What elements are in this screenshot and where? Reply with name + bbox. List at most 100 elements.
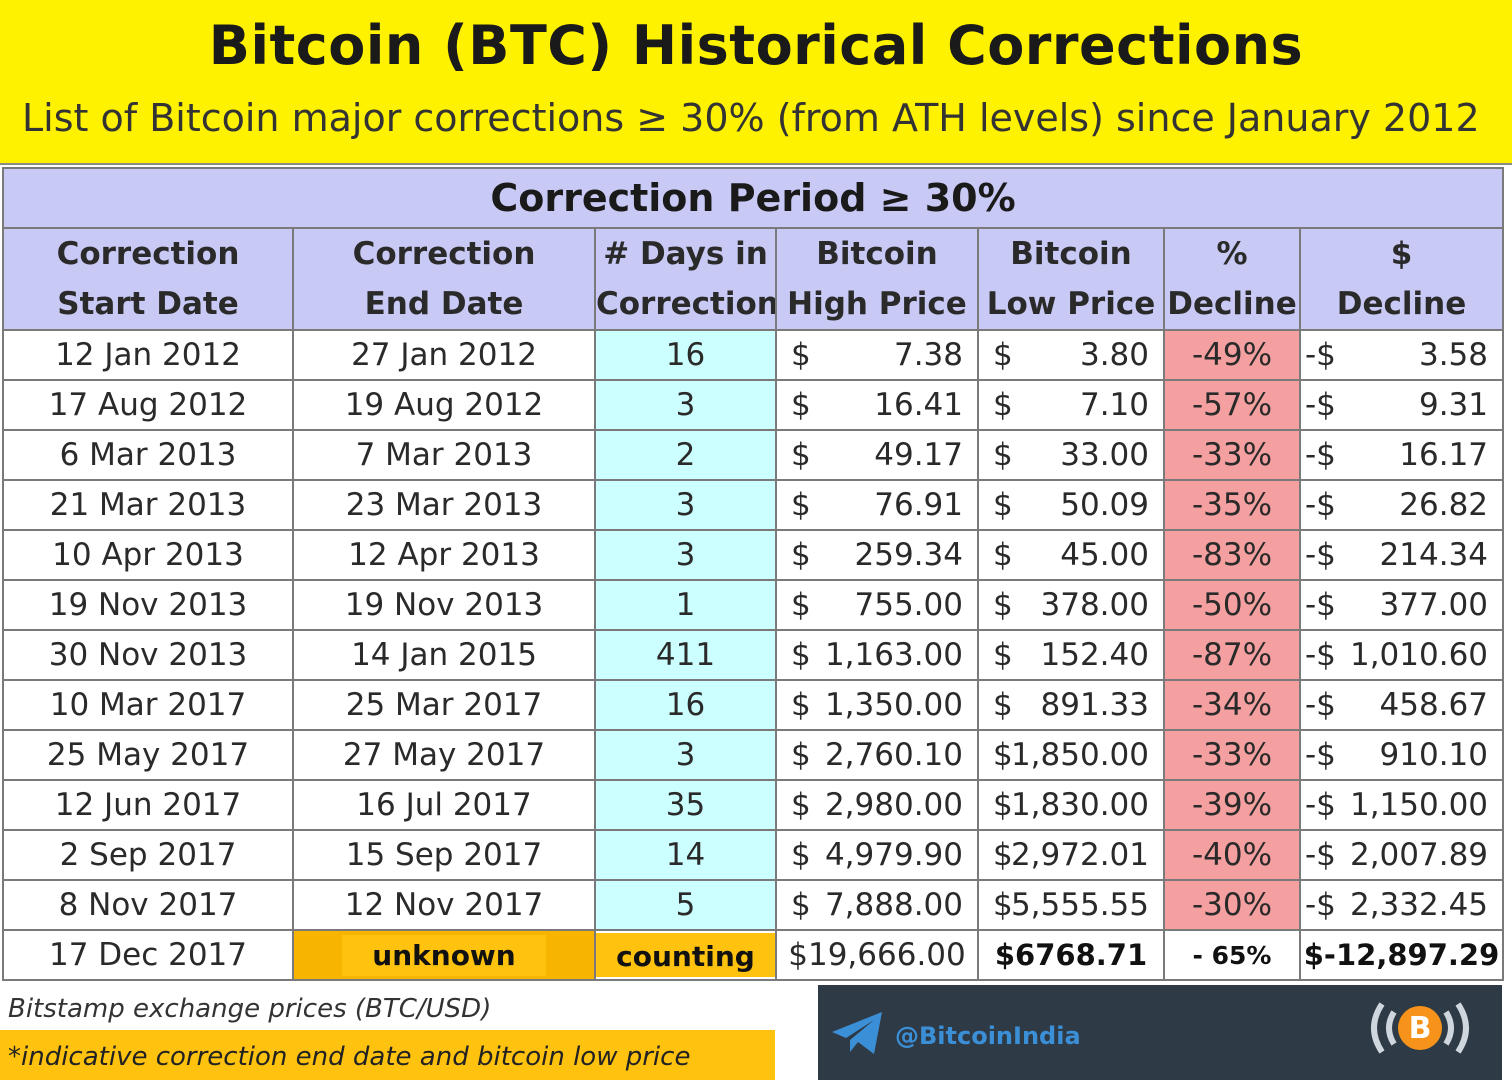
start-date-cell: 6 Mar 2013 [2,429,294,481]
end-date-cell: 27 May 2017 [292,729,596,781]
pct-decline-cell: -35% [1163,479,1301,531]
currency-symbol: $ [993,337,1013,373]
footnote: *indicative correction end date and bitc… [8,1042,691,1072]
days-cell: 411 [594,629,777,681]
high-price-cell: $755.00 [775,579,979,631]
days-cell: 3 [594,379,777,431]
currency-symbol: -$ [1305,537,1336,573]
column-header-line: Decline [1167,286,1297,322]
usd-decline-cell: $-12,897.29 [1298,929,1505,981]
amount: 152.40 [1040,637,1149,673]
table-row: 10 Apr 2013 12 Apr 2013 3 $259.34 $45.00 -83%… [2,529,1505,581]
end-date-cell: unknown [292,929,596,981]
amount: 50.09 [1060,487,1149,523]
amount: 33.00 [1060,437,1149,473]
amount: 5,555.55 [1010,887,1149,923]
period-header: Correction Period ≥ 30% [1,167,1505,229]
end-date-cell: 19 Nov 2013 [292,579,596,631]
currency-symbol: -$ [1305,587,1336,623]
currency-symbol: $ [791,387,811,423]
table-row: 17 Aug 2012 19 Aug 2012 3 $16.41 $7.10 -57% -$… [2,379,1505,431]
pct-decline-cell: -87% [1163,629,1301,681]
currency-symbol: $ [791,687,811,723]
end-date-cell: 16 Jul 2017 [292,779,596,831]
currency-symbol: $ [993,837,1013,873]
column-header-6: $ Decline [1298,227,1505,331]
high-price-cell: $2,760.10 [775,729,979,781]
usd-decline-cell: -$ 377.00 [1298,579,1505,631]
low-price-cell: $1,830.00 [977,779,1165,831]
usd-decline-cell: -$ 1,010.60 [1298,629,1505,681]
start-date-cell: 25 May 2017 [2,729,294,781]
amount: 1,150.00 [1349,787,1489,823]
high-price-cell: $259.34 [775,529,979,581]
currency-symbol: $ [993,387,1013,423]
column-header-line: High Price [787,286,967,322]
currency-symbol: $ [993,887,1013,923]
high-price-cell: $7.38 [775,329,979,381]
high-price-cell: $4,979.90 [775,829,979,881]
amount: 755.00 [854,587,963,623]
column-header-line: Start Date [57,286,239,322]
amount: 2,007.89 [1349,837,1489,873]
usd-decline-cell: -$ 910.10 [1298,729,1505,781]
unknown-badge: unknown [342,934,546,976]
counting-badge: counting [597,933,774,977]
currency-symbol: -$ [1305,887,1336,923]
amount: 1,163.00 [824,637,963,673]
currency-symbol: -$ [1305,687,1336,723]
start-date-cell: 10 Apr 2013 [2,529,294,581]
start-date-cell: 17 Aug 2012 [2,379,294,431]
page-title: Bitcoin (BTC) Historical Corrections [208,14,1304,77]
high-price-cell: $76.91 [775,479,979,531]
end-date-cell: 23 Mar 2013 [292,479,596,531]
currency-symbol: $ [993,437,1013,473]
current-correction-row: 17 Dec 2017 unknown counting $19,666.00 $676… [2,929,1505,981]
start-date-cell: 21 Mar 2013 [2,479,294,531]
usd-decline-cell: -$ 1,150.00 [1298,779,1505,831]
pct-decline-cell: -33% [1163,429,1301,481]
low-price-cell: $891.33 [977,679,1165,731]
source-note: Bitstamp exchange prices (BTC/USD) [8,994,492,1024]
amount: 214.34 [1379,537,1489,573]
column-header-2: # Days in Correction [594,227,777,331]
amount: 26.82 [1399,487,1489,523]
usd-decline-cell: -$ 9.31 [1298,379,1505,431]
amount: 2,760.10 [824,737,963,773]
low-price-cell: $7.10 [977,379,1165,431]
column-header-line: Decline [1336,286,1467,322]
currency-symbol: -$ [1305,737,1336,773]
column-header-line: Correction [596,286,776,322]
days-cell: counting [594,929,777,981]
amount: 891.33 [1040,687,1149,723]
start-date-cell: 2 Sep 2017 [2,829,294,881]
end-date-cell: 15 Sep 2017 [292,829,596,881]
days-cell: 5 [594,879,777,931]
amount: 259.34 [854,537,963,573]
table-row: 19 Nov 2013 19 Nov 2013 1 $755.00 $378.00 -50… [2,579,1505,631]
high-price-cell: $1,350.00 [775,679,979,731]
currency-symbol: $ [993,787,1013,823]
currency-symbol: $ [791,887,811,923]
pct-decline-cell: -34% [1163,679,1301,731]
end-date-cell: 27 Jan 2012 [292,329,596,381]
column-header-4: Bitcoin Low Price [977,227,1165,331]
amount: 3.58 [1418,337,1489,373]
usd-decline-cell: -$ 26.82 [1298,479,1505,531]
amount: 2,980.00 [824,787,963,823]
pct-decline-cell: - 65% [1163,929,1301,981]
days-cell: 16 [594,329,777,381]
end-date-cell: 12 Nov 2017 [292,879,596,931]
high-price-cell: $2,980.00 [775,779,979,831]
amount: 7.10 [1079,387,1149,423]
table-row: 12 Jun 2017 16 Jul 2017 35 $2,980.00 $1,830.… [2,779,1505,831]
header-banner: Bitcoin (BTC) Historical Corrections Lis… [0,0,1512,165]
currency-symbol: $ [993,487,1013,523]
amount: 45.00 [1060,537,1149,573]
column-header-line: Correction [56,236,240,272]
high-price-cell: $16.41 [775,379,979,431]
currency-symbol: -$ [1305,487,1336,523]
amount: 377.00 [1379,587,1489,623]
currency-symbol: -$ [1305,787,1336,823]
days-cell: 14 [594,829,777,881]
